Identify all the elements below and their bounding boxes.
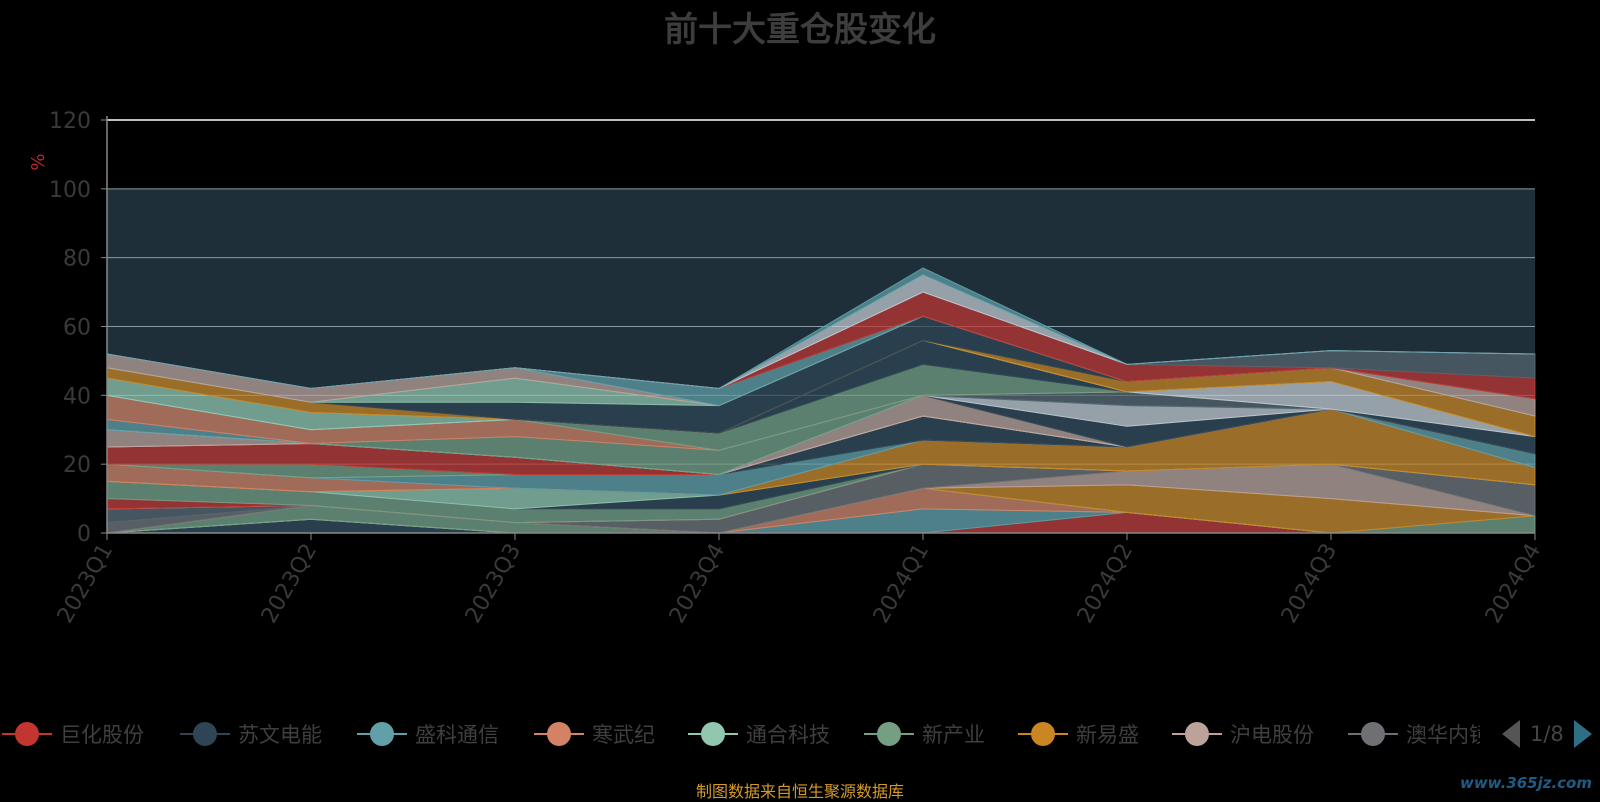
x-tick-label: 2024Q3 xyxy=(1277,540,1342,628)
chart-title: 前十大重仓股变化 xyxy=(664,10,936,50)
y-axis-label: % xyxy=(28,153,49,170)
x-tick-label: 2023Q4 xyxy=(665,540,730,628)
x-tick-label: 2024Q2 xyxy=(1073,540,1138,628)
x-tick-label: 2024Q1 xyxy=(869,540,934,628)
legend: 巨化股份 苏文电能 盛科通信 寒武纪 通合科技 新产业 新易盛 沪电股份 澳华内镜 xyxy=(0,716,1600,752)
legend-label: 澳华内镜 xyxy=(1406,723,1480,747)
area-series-43 xyxy=(106,267,1536,389)
x-tick-label: 2023Q1 xyxy=(53,540,118,628)
x-tick-label: 2023Q2 xyxy=(257,540,322,628)
legend-swatch-icon xyxy=(0,716,54,752)
series-areas xyxy=(106,267,1536,534)
legend-label: 巨化股份 xyxy=(60,723,144,747)
x-tick-label: 2024Q4 xyxy=(1481,540,1546,628)
legend-label: 新产业 xyxy=(922,723,985,747)
legend-page-indicator: 1/8 xyxy=(1530,722,1564,746)
legend-swatch-icon xyxy=(862,716,916,752)
y-tick-label: 60 xyxy=(63,316,91,341)
legend-items: 巨化股份 苏文电能 盛科通信 寒武纪 通合科技 新产业 新易盛 沪电股份 澳华内镜 xyxy=(0,716,1480,752)
legend-item-2[interactable]: 盛科通信 xyxy=(355,716,499,752)
legend-item-8[interactable]: 澳华内镜 xyxy=(1346,716,1480,752)
legend-next-page-icon[interactable] xyxy=(1573,720,1592,748)
legend-item-0[interactable]: 巨化股份 xyxy=(0,716,144,752)
legend-label: 新易盛 xyxy=(1076,723,1139,747)
legend-swatch-icon xyxy=(178,716,232,752)
legend-label: 沪电股份 xyxy=(1230,723,1314,747)
legend-swatch-icon xyxy=(532,716,586,752)
y-tick-label: 120 xyxy=(49,109,91,134)
legend-label: 苏文电能 xyxy=(238,723,322,747)
legend-item-4[interactable]: 通合科技 xyxy=(686,716,830,752)
watermark: www.365jz.com xyxy=(1459,774,1592,792)
y-tick-label: 0 xyxy=(77,522,91,547)
legend-swatch-icon xyxy=(1346,716,1400,752)
legend-swatch-icon xyxy=(355,716,409,752)
y-tick-label: 100 xyxy=(49,178,91,203)
legend-swatch-icon xyxy=(1170,716,1224,752)
y-tick-label: 40 xyxy=(63,384,91,409)
legend-item-3[interactable]: 寒武纪 xyxy=(532,716,655,752)
legend-item-6[interactable]: 新易盛 xyxy=(1016,716,1139,752)
legend-item-1[interactable]: 苏文电能 xyxy=(178,716,322,752)
legend-label: 通合科技 xyxy=(746,723,830,747)
legend-swatch-icon xyxy=(1016,716,1070,752)
legend-swatch-icon xyxy=(686,716,740,752)
legend-label: 寒武纪 xyxy=(592,723,655,747)
legend-item-5[interactable]: 新产业 xyxy=(862,716,985,752)
legend-label: 盛科通信 xyxy=(415,723,499,747)
legend-prev-page-icon[interactable] xyxy=(1502,720,1520,748)
source-note: 制图数据来自恒生聚源数据库 xyxy=(695,782,904,801)
y-tick-label: 20 xyxy=(63,453,91,478)
legend-item-7[interactable]: 沪电股份 xyxy=(1170,716,1314,752)
x-tick-label: 2023Q3 xyxy=(461,540,526,628)
legend-pager: 1/8 xyxy=(1502,716,1592,752)
y-tick-label: 80 xyxy=(63,247,91,272)
